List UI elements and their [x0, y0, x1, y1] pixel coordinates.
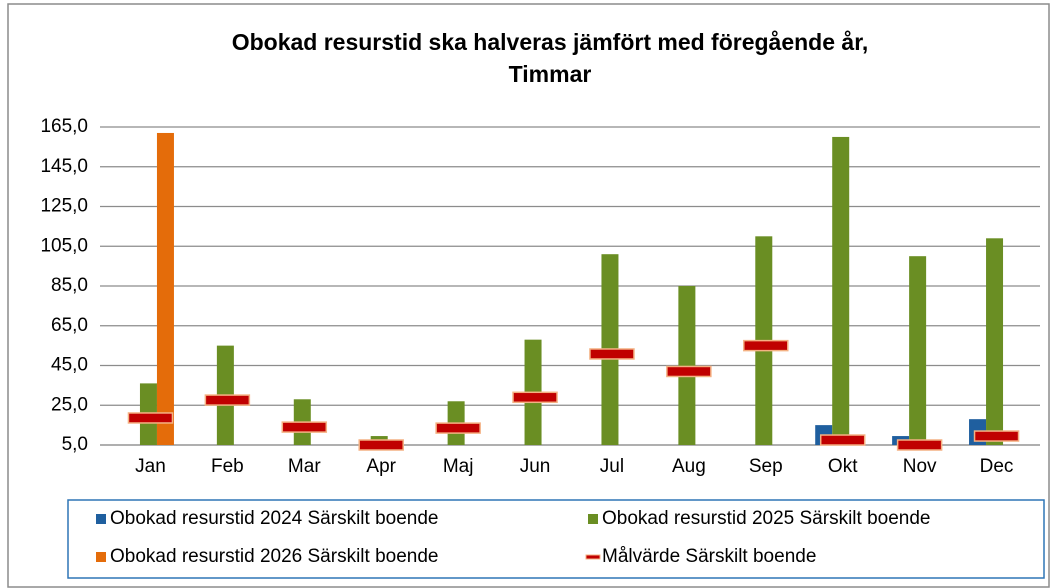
bar [678, 286, 696, 445]
x-tick-label: Aug [672, 456, 706, 477]
target-marker [743, 339, 789, 352]
x-tick-label: Okt [828, 456, 858, 477]
y-tick-label: 165,0 [40, 116, 88, 137]
y-tick-label: 25,0 [51, 394, 88, 415]
target-marker [512, 391, 558, 404]
y-tick-label: 5,0 [62, 434, 88, 455]
x-tick-label: Sep [749, 456, 783, 477]
x-tick-label: Nov [903, 456, 937, 477]
x-tick-label: Feb [211, 456, 244, 477]
chart-frame [7, 3, 1050, 588]
target-marker [358, 439, 404, 451]
target-marker [666, 365, 712, 378]
bar [156, 132, 174, 445]
x-tick-label: Mar [288, 456, 321, 477]
x-tick-label: Jul [600, 456, 624, 477]
legend-label: Obokad resurstid 2024 Särskilt boende [110, 508, 438, 529]
target-marker [896, 439, 943, 451]
legend-swatch [96, 552, 106, 562]
legend-swatch [588, 514, 598, 524]
target-marker [281, 421, 328, 433]
legend-swatch [96, 514, 106, 524]
y-tick-label: 85,0 [51, 275, 88, 296]
target-marker [435, 422, 481, 434]
legend-label: Obokad resurstid 2026 Särskilt boende [110, 546, 438, 567]
legend-swatch [585, 554, 601, 560]
x-tick-label: Dec [980, 456, 1014, 477]
legend-label: Obokad resurstid 2025 Särskilt boende [602, 508, 930, 529]
y-tick-label: 45,0 [51, 355, 88, 376]
bar [832, 136, 850, 445]
y-tick-label: 105,0 [40, 235, 88, 256]
target-marker [589, 348, 635, 360]
x-tick-label: Jan [135, 456, 166, 477]
bar [986, 238, 1004, 445]
target-marker [819, 434, 866, 446]
y-tick-label: 145,0 [40, 156, 88, 177]
x-tick-label: Maj [443, 456, 474, 477]
target-marker [204, 394, 251, 406]
chart-title: Timmar [509, 61, 592, 87]
legend-box [67, 499, 1045, 579]
y-tick-label: 125,0 [40, 196, 88, 217]
chart-title: Obokad resurstid ska halveras jämfört me… [232, 29, 869, 55]
bar [909, 256, 927, 445]
legend-label: Målvärde Särskilt boende [602, 546, 816, 567]
target-marker [127, 412, 174, 424]
x-tick-label: Apr [366, 456, 396, 477]
y-tick-label: 65,0 [51, 315, 88, 336]
x-tick-label: Jun [520, 456, 551, 477]
target-marker [973, 430, 1020, 442]
